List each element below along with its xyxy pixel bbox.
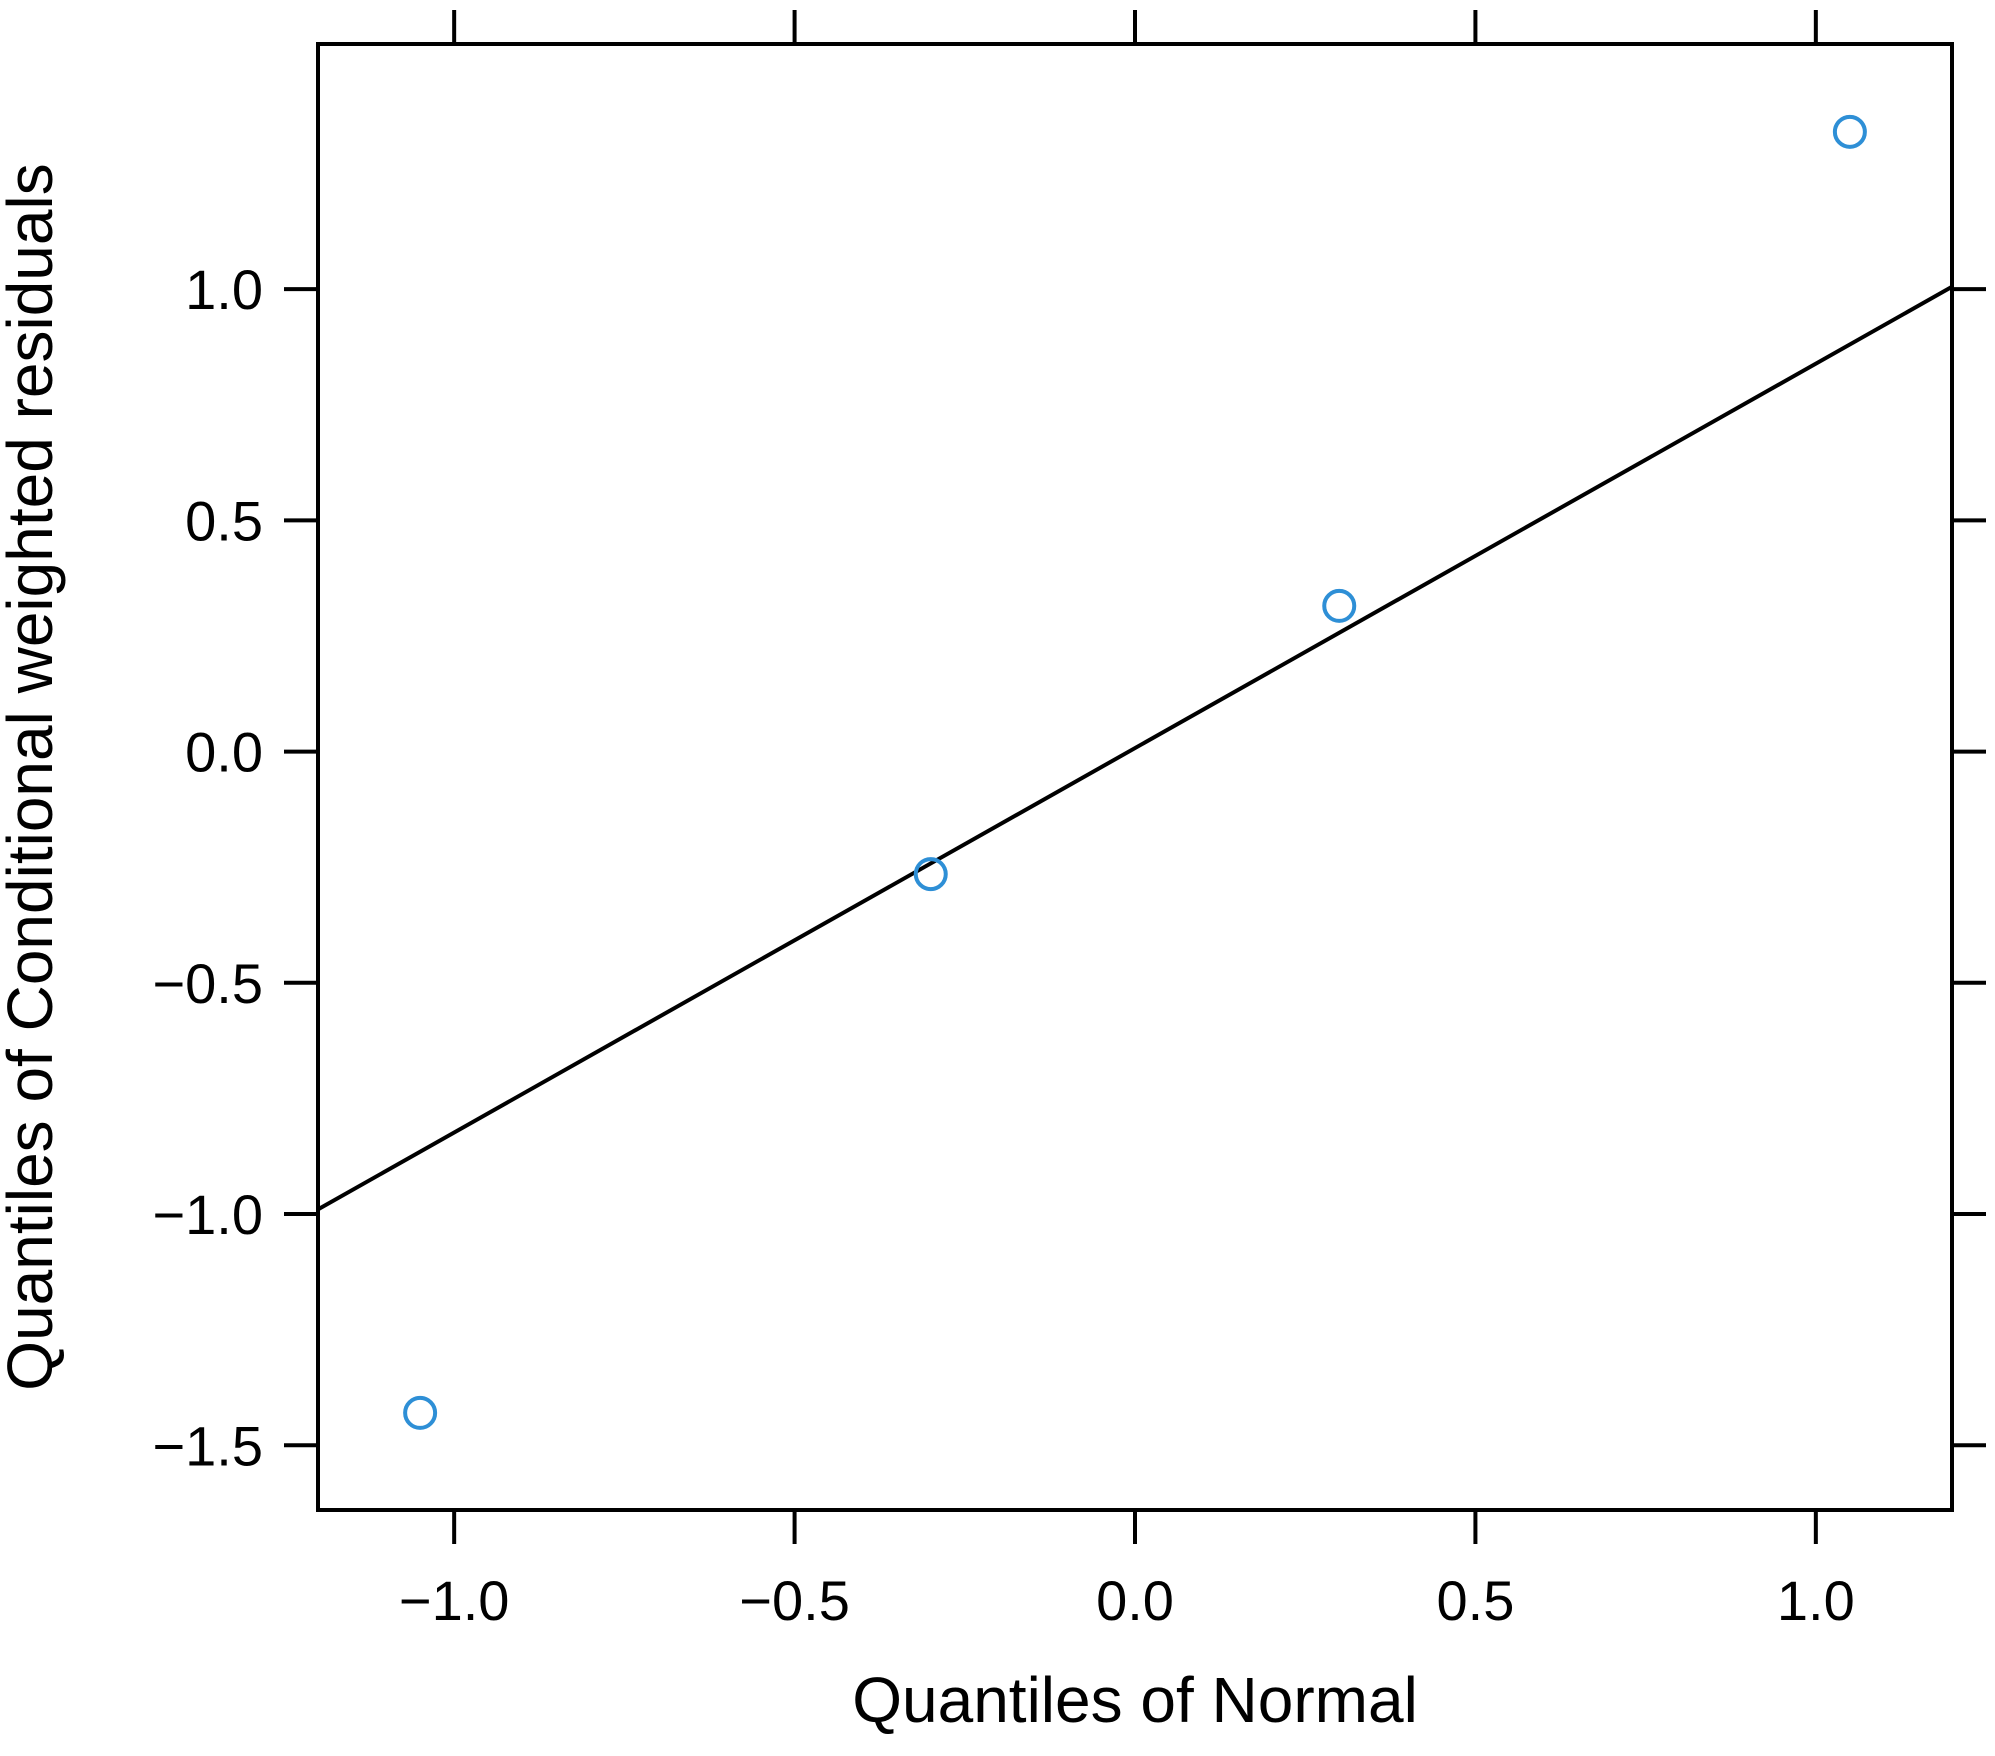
y-axis-label: Quantiles of Conditional weighted residu…	[0, 163, 66, 1390]
y-tick-label-5: 1.0	[185, 258, 263, 321]
x-tick-label-0: −1.0	[399, 1569, 510, 1632]
plot-frame	[316, 42, 1954, 1512]
y-tick-label-3: 0.0	[185, 721, 263, 784]
x-axis-label: Quantiles of Normal	[852, 1664, 1418, 1736]
y-tick-label-1: −1.0	[152, 1183, 263, 1246]
data-point-1	[913, 857, 948, 892]
x-tick-label-3: 0.5	[1436, 1569, 1514, 1632]
y-tick-label-2: −0.5	[152, 952, 263, 1015]
y-tick-label-4: 0.5	[185, 489, 263, 552]
data-point-2	[1322, 588, 1357, 623]
y-tick-label-0: −1.5	[152, 1414, 263, 1477]
data-point-3	[1832, 114, 1867, 149]
data-point-0	[403, 1395, 438, 1430]
reference-line	[317, 285, 1953, 1212]
x-tick-label-4: 1.0	[1777, 1569, 1855, 1632]
x-tick-label-2: 0.0	[1096, 1569, 1174, 1632]
x-tick-label-1: −0.5	[739, 1569, 850, 1632]
